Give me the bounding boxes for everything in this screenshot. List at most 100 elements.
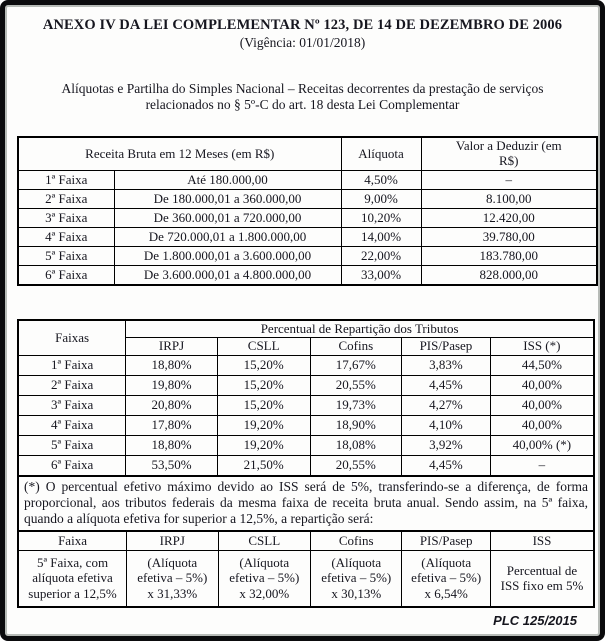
cell-iss: 40,00%: [489, 374, 595, 396]
cell-iss: 44,50%: [489, 354, 595, 376]
cell-irpj-formula: (Alíquota efetiva – 5%) x 31,33%: [126, 549, 219, 608]
cell-valor-deduzir: 828.000,00: [420, 264, 598, 286]
header-valor-deduzir-text: Valor a Deduzir (em R$): [455, 137, 562, 168]
cell-receita-range: De 720.000,01 a 1.800.000,00: [113, 226, 342, 247]
table-row: 4ª Faixa 17,80% 19,20% 18,90% 4,10% 40,0…: [17, 414, 595, 436]
table-header-row: Faixas Percentual de Repartição dos Trib…: [17, 319, 595, 356]
cell-aliquota: 22,00%: [340, 245, 422, 266]
table-row: 5ª Faixa 18,80% 19,20% 18,08% 3,92% 40,0…: [17, 434, 595, 456]
cell-cofins: 18,08%: [309, 434, 403, 456]
cell-faixa: 2ª Faixa: [17, 188, 115, 209]
cell-csll: 15,20%: [216, 374, 311, 396]
cell-faixa: 4ª Faixa: [17, 414, 127, 436]
cell-faixa: 6ª Faixa: [17, 454, 127, 477]
cell-receita-range: Até 180.000,00: [113, 169, 342, 190]
document-subtitle: (Vigência: 01/01/2018): [239, 35, 366, 50]
cell-cofins: 17,67%: [309, 354, 403, 376]
cell-faixa: 1ª Faixa: [17, 354, 127, 376]
cell-irpj: 19,80%: [125, 374, 218, 396]
cell-aliquota: 9,00%: [340, 188, 422, 209]
cell-aliquota: 4,50%: [340, 169, 422, 190]
table-row: 3ª Faixa 20,80% 15,20% 19,73% 4,27% 40,0…: [17, 394, 595, 416]
cell-csll-formula: (Alíquota efetiva – 5%) x 32,00%: [217, 549, 312, 608]
table-row: 6ª Faixa De 3.600.000,01 a 4.800.000,00 …: [17, 264, 598, 286]
cell-aliquota: 14,00%: [340, 226, 422, 247]
cell-valor-deduzir: 12.420,00: [420, 207, 598, 228]
cell-csll: 19,20%: [216, 434, 311, 456]
cell-pis-pasep: 4,45%: [401, 454, 491, 477]
cell-faixa: 4ª Faixa: [17, 226, 115, 247]
cell-irpj: 18,80%: [125, 434, 218, 456]
cell-pis-pasep: 4,45%: [401, 374, 491, 396]
header-csll: CSLL: [216, 337, 311, 356]
cell-irpj: 18,80%: [125, 354, 218, 376]
cell-iss: 40,00%: [489, 414, 595, 436]
table-row: 6ª Faixa 53,50% 21,50% 20,55% 4,45% –: [17, 454, 595, 477]
table-row: 1ª Faixa Até 180.000,00 4,50% –: [17, 169, 598, 190]
cell-cofins: 19,73%: [309, 394, 403, 416]
header-faixa: Faixa: [17, 530, 128, 551]
cell-faixa: 3ª Faixa: [17, 394, 127, 416]
table-row: 1ª Faixa 18,80% 15,20% 17,67% 3,83% 44,5…: [17, 354, 595, 376]
cell-irpj: 53,50%: [125, 454, 218, 477]
cell-pis-pasep: 3,92%: [401, 434, 491, 456]
cell-csll: 15,20%: [216, 394, 311, 416]
cell-pis-pasep: 4,27%: [401, 394, 491, 416]
document-page: ANEXO IV DA LEI COMPLEMENTAR Nº 123, DE …: [5, 5, 600, 628]
table-row: 5ª Faixa De 1.800.000,01 a 3.600.000,00 …: [17, 245, 598, 266]
cell-valor-deduzir: 183.780,00: [420, 245, 598, 266]
header-cofins: Cofins: [309, 530, 403, 551]
table-row: 3ª Faixa De 360.000,01 a 720.000,00 10,2…: [17, 207, 598, 228]
header-group-percentual: Percentual de Repartição dos Tributos: [125, 319, 595, 339]
cell-iss-fixed: Percentual de ISS fixo em 5%: [489, 549, 595, 608]
cell-aliquota: 10,20%: [340, 207, 422, 228]
cell-csll: 19,20%: [216, 414, 311, 436]
table-row: 2ª Faixa De 180.000,01 a 360.000,00 9,00…: [17, 188, 598, 209]
cell-cofins: 20,55%: [309, 454, 403, 477]
header-aliquota: Alíquota: [340, 136, 422, 171]
cell-pis-pasep: 3,83%: [401, 354, 491, 376]
cell-faixa: 5ª Faixa: [17, 434, 127, 456]
cell-iss: –: [489, 454, 595, 477]
header-irpj: IRPJ: [126, 530, 219, 551]
header-pis-pasep: PIS/Pasep: [401, 337, 491, 356]
header-valor-deduzir: Valor a Deduzir (em R$): [420, 136, 598, 171]
header-csll: CSLL: [217, 530, 312, 551]
header-receita-bruta: Receita Bruta em 12 Meses (em R$): [17, 136, 342, 171]
revenue-brackets-table: Receita Bruta em 12 Meses (em R$) Alíquo…: [17, 135, 599, 286]
fifth-band-formula-table: Faixa IRPJ CSLL Cofins PIS/Pasep ISS 5ª …: [17, 529, 595, 608]
cell-valor-deduzir: 39.780,00: [420, 226, 598, 247]
header-iss: ISS: [489, 530, 595, 551]
cell-iss: 40,00% (*): [489, 434, 595, 456]
table-row: 5ª Faixa, com alíquota efetiva superior …: [17, 549, 595, 608]
cell-faixa: 3ª Faixa: [17, 207, 115, 228]
cell-receita-range: De 1.800.000,01 a 3.600.000,00: [113, 245, 342, 266]
cell-cofins: 18,90%: [309, 414, 403, 436]
cell-aliquota: 33,00%: [340, 264, 422, 286]
tax-partition-table: Faixas Percentual de Repartição dos Trib…: [17, 318, 595, 477]
cell-faixa: 2ª Faixa: [17, 374, 127, 396]
table-row: 4ª Faixa De 720.000,01 a 1.800.000,00 14…: [17, 226, 598, 247]
header-cofins: Cofins: [309, 337, 403, 356]
cell-receita-range: De 360.000,01 a 720.000,00: [113, 207, 342, 228]
cell-valor-deduzir: 8.100,00: [420, 188, 598, 209]
cell-iss: 40,00%: [489, 394, 595, 416]
cell-faixa-description: 5ª Faixa, com alíquota efetiva superior …: [17, 549, 128, 608]
footer-reference: PLC 125/2015: [493, 612, 577, 628]
header-irpj: IRPJ: [125, 337, 218, 356]
header-pis-pasep: PIS/Pasep: [401, 530, 491, 551]
cell-pis-formula: (Alíquota efetiva – 5%) x 6,54%: [401, 549, 491, 608]
cell-receita-range: De 180.000,01 a 360.000,00: [113, 188, 342, 209]
cell-csll: 15,20%: [216, 354, 311, 376]
table-header-row: IRPJ CSLL Cofins PIS/Pasep ISS (*): [18, 337, 595, 356]
cell-cofins: 20,55%: [309, 374, 403, 396]
header-faixas: Faixas: [17, 319, 127, 356]
cell-receita-range: De 3.600.000,01 a 4.800.000,00: [113, 264, 342, 286]
intro-paragraph: Alíquotas e Partilha do Simples Nacional…: [61, 81, 544, 113]
header-iss: ISS (*): [489, 337, 595, 356]
table-row: 2ª Faixa 19,80% 15,20% 20,55% 4,45% 40,0…: [17, 374, 595, 396]
cell-csll: 21,50%: [216, 454, 311, 477]
table-header-row: Receita Bruta em 12 Meses (em R$) Alíquo…: [17, 136, 598, 171]
cell-pis-pasep: 4,10%: [401, 414, 491, 436]
